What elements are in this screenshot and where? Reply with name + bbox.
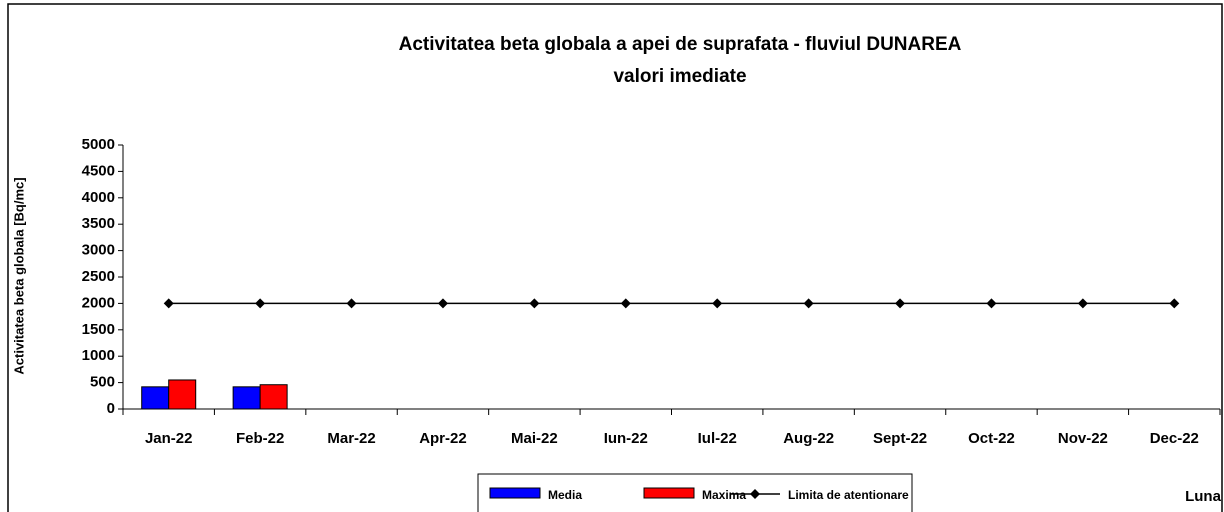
x-tick-label: Jan-22 <box>145 430 193 447</box>
chart-subtitle: valori imediate <box>613 66 746 87</box>
legend-label: Limita de atentionare <box>788 488 909 502</box>
y-tick-label: 0 <box>107 400 115 417</box>
y-tick-label: 3500 <box>82 215 115 232</box>
chart-title: Activitatea beta globala a apei de supra… <box>399 34 962 55</box>
line-marker <box>1169 298 1180 309</box>
x-tick-label: Iul-22 <box>698 430 737 447</box>
line-marker <box>986 298 997 309</box>
y-axis-label: Activitatea beta globala [Bq/mc] <box>11 177 26 374</box>
y-tick-label: 5000 <box>82 136 115 153</box>
legend-marker <box>750 489 760 499</box>
bar <box>232 386 261 410</box>
chart-frame <box>7 3 1223 512</box>
line-marker <box>803 298 814 309</box>
x-tick-label: Mar-22 <box>327 430 375 447</box>
x-tick-label: Iun-22 <box>604 430 648 447</box>
line-marker <box>620 298 631 309</box>
legend-swatch <box>643 487 695 499</box>
y-tick-label: 4000 <box>82 189 115 206</box>
x-tick-label: Mai-22 <box>511 430 558 447</box>
x-tick-label: Aug-22 <box>783 430 834 447</box>
y-tick-label: 3000 <box>82 242 115 259</box>
x-tick-label: Sept-22 <box>873 430 927 447</box>
y-tick-label: 1000 <box>82 347 115 364</box>
line-marker <box>529 298 540 309</box>
x-tick-label: Oct-22 <box>968 430 1015 447</box>
x-axis-label: Luna <box>1185 488 1221 505</box>
x-tick-label: Nov-22 <box>1058 430 1108 447</box>
y-tick-label: 4500 <box>82 162 115 179</box>
bar <box>141 386 170 410</box>
y-tick-label: 1500 <box>82 321 115 338</box>
line-marker <box>1077 298 1088 309</box>
line-marker <box>712 298 723 309</box>
line-marker <box>346 298 357 309</box>
x-tick-label: Dec-22 <box>1150 430 1199 447</box>
legend-swatch <box>489 487 541 499</box>
legend-box <box>477 473 913 512</box>
line-marker <box>895 298 906 309</box>
bar <box>259 384 288 410</box>
line-marker <box>163 298 174 309</box>
legend-label: Maxima <box>702 488 746 502</box>
legend-label: Media <box>548 488 582 502</box>
y-tick-label: 500 <box>90 374 115 391</box>
x-tick-label: Feb-22 <box>236 430 284 447</box>
y-tick-label: 2000 <box>82 294 115 311</box>
line-marker <box>437 298 448 309</box>
y-tick-label: 2500 <box>82 268 115 285</box>
x-tick-label: Apr-22 <box>419 430 467 447</box>
line-marker <box>255 298 266 309</box>
bar <box>168 379 197 410</box>
